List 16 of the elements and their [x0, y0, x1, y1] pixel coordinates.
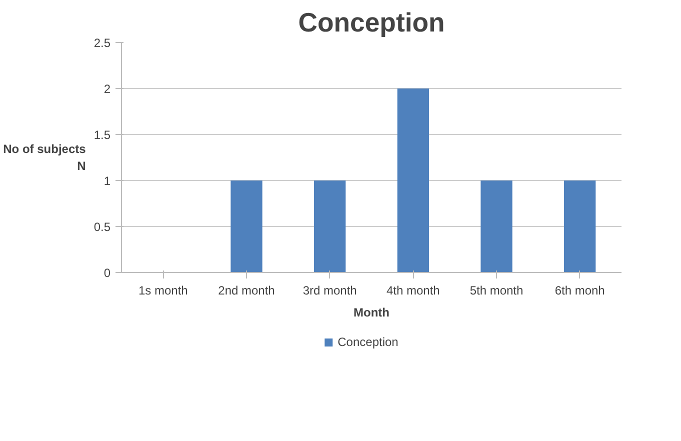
legend-label: Conception [338, 335, 398, 349]
x-tick-label: 1s month [138, 284, 188, 298]
y-tick-label: 2.5 [94, 36, 111, 50]
y-tick-label: 0.5 [94, 220, 111, 234]
y-tick-label: 0 [104, 266, 111, 280]
x-tick-label: 3rd month [302, 284, 357, 298]
x-tick-label: 4th month [386, 284, 440, 298]
chart-title: Conception [298, 8, 445, 38]
y-tick-label: 1.5 [94, 128, 111, 142]
y-tick-label: 2 [104, 82, 111, 96]
x-axis-title: Month [354, 306, 390, 320]
x-tick-label: 5th month [470, 284, 524, 298]
x-tick-label: 2nd month [218, 284, 275, 298]
y-axis-title: No of subjects N [3, 142, 86, 173]
x-tick-label: 6th monh [554, 284, 605, 298]
y-tick-label: 1 [104, 174, 111, 188]
